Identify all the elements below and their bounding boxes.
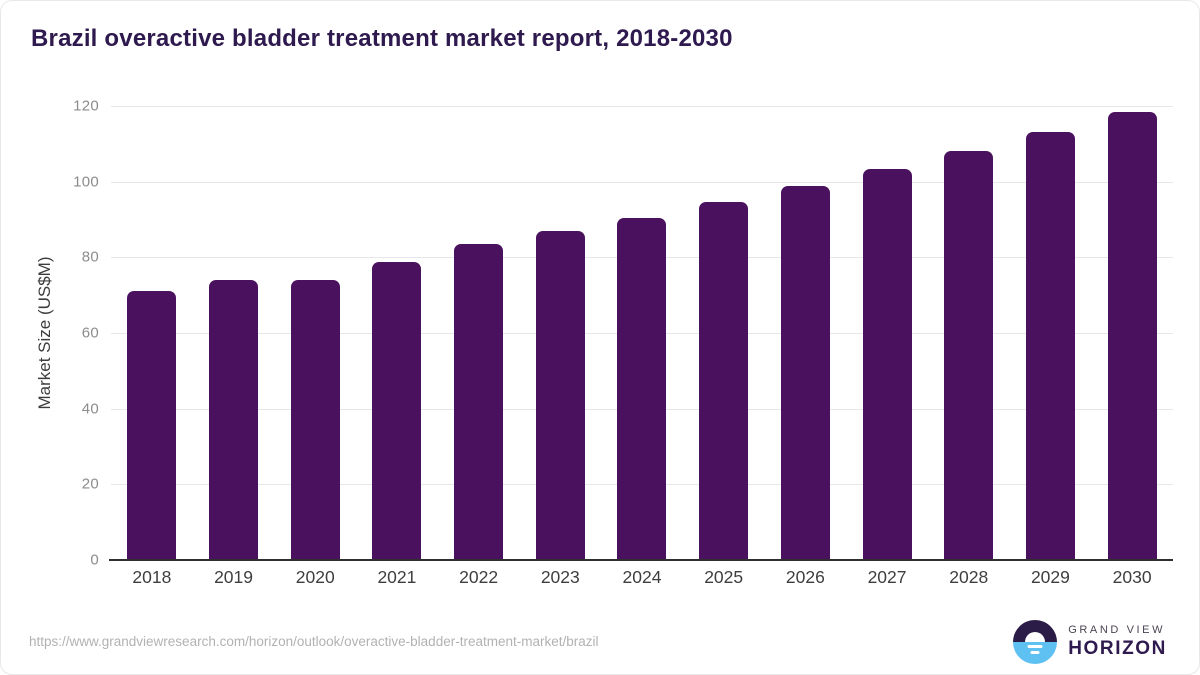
- sun-reflection-line: [1030, 651, 1040, 654]
- x-tick-label-2024: 2024: [622, 567, 662, 587]
- bar-2018[interactable]: [127, 290, 177, 560]
- x-tick-label-2027: 2027: [867, 567, 907, 587]
- bar-slot: [601, 106, 683, 560]
- y-tick-label: 20: [81, 475, 99, 493]
- bar-2028[interactable]: [944, 151, 994, 560]
- y-tick-label: 120: [73, 97, 99, 115]
- y-axis-ticks: 0 20 40 60 80 100 120: [41, 98, 99, 569]
- bar-2021[interactable]: [372, 261, 422, 560]
- x-tick-label-2021: 2021: [377, 567, 417, 587]
- sun-icon: [1025, 632, 1046, 642]
- x-tick-label-2029: 2029: [1030, 567, 1070, 587]
- x-axis-labels: 2018 2019 2020 2021 2022 2023 2024 2025 2026 2027…: [111, 567, 1173, 588]
- bar-2020[interactable]: [290, 280, 340, 560]
- x-axis-line: [109, 559, 1173, 561]
- logo-text-horizon: HORIZON: [1068, 638, 1167, 659]
- bar-slot: [1010, 106, 1092, 560]
- bar-slot: [356, 106, 438, 560]
- x-tick-label-2019: 2019: [214, 567, 253, 587]
- bar-slot: [274, 106, 356, 560]
- gridline: [111, 181, 1173, 183]
- bar-2022[interactable]: [454, 244, 504, 560]
- bar-slot: [928, 106, 1010, 560]
- bar-2030[interactable]: [1107, 112, 1157, 560]
- y-tick-label: 0: [90, 551, 99, 569]
- bar-slot: [438, 106, 520, 560]
- x-tick-label-2020: 2020: [295, 567, 335, 587]
- horizon-sun-icon: [1013, 620, 1058, 664]
- bar-slot: [846, 106, 928, 560]
- bar-2019[interactable]: [209, 280, 259, 560]
- bar-2026[interactable]: [780, 186, 830, 560]
- plot-area: [109, 106, 1173, 561]
- bar-2023[interactable]: [535, 231, 585, 560]
- x-tick-label-2025: 2025: [704, 567, 744, 587]
- y-tick-label: 80: [81, 248, 99, 266]
- logo-text-grand-view: GRAND VIEW: [1068, 624, 1166, 636]
- chart-title: Brazil overactive bladder treatment mark…: [31, 25, 733, 52]
- bar-slot: [193, 106, 275, 560]
- bar-slot: [1091, 106, 1173, 560]
- x-tick-label-2022: 2022: [459, 567, 499, 587]
- source-url: https://www.grandviewresearch.com/horizo…: [29, 634, 599, 649]
- y-tick-label: 60: [81, 324, 99, 342]
- sun-reflection-line: [1027, 645, 1043, 648]
- x-tick-label-2018: 2018: [132, 567, 172, 587]
- bar-2025[interactable]: [699, 202, 749, 560]
- y-tick-label: 40: [81, 400, 99, 418]
- x-tick-label-2028: 2028: [949, 567, 989, 587]
- bar-slot: [683, 106, 765, 560]
- x-tick-label-2026: 2026: [785, 567, 825, 587]
- logo-sky-half: [1013, 620, 1058, 642]
- bar-slot: [111, 106, 193, 560]
- bar-slot: [519, 106, 601, 560]
- bar-2024[interactable]: [617, 218, 667, 560]
- x-tick-label-2030: 2030: [1112, 567, 1152, 587]
- grand-view-horizon-logo: GRAND VIEW HORIZON: [1013, 620, 1167, 664]
- bar-2029[interactable]: [1025, 132, 1075, 560]
- bar-2027[interactable]: [862, 169, 912, 560]
- y-tick-label: 100: [73, 173, 99, 191]
- gridline: [111, 106, 1173, 107]
- logo-text: GRAND VIEW HORIZON: [1068, 624, 1167, 660]
- x-tick-label-2023: 2023: [540, 567, 580, 587]
- bar-slot: [765, 106, 847, 560]
- bars: [111, 106, 1173, 560]
